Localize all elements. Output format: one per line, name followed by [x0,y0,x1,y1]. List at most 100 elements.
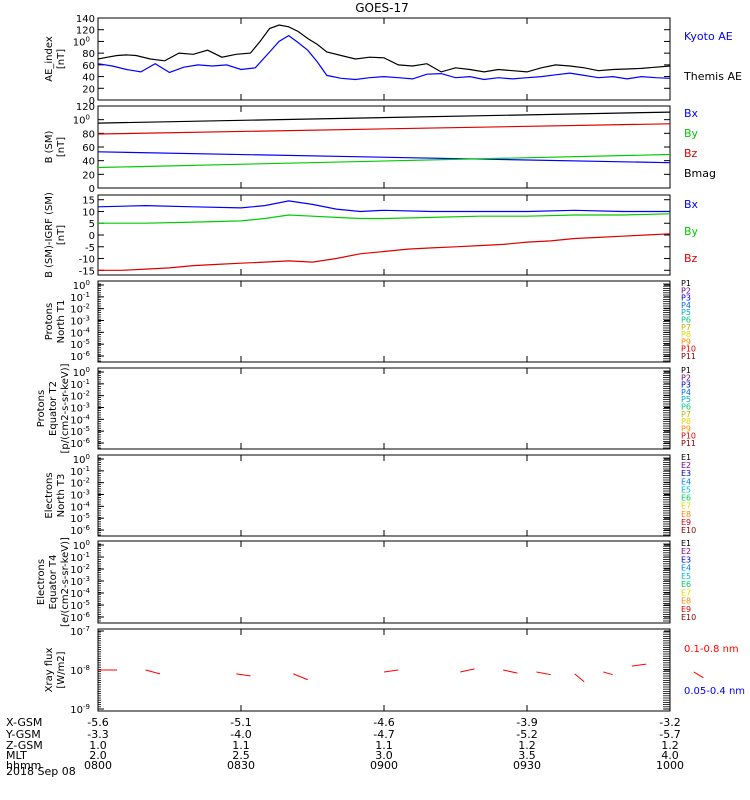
ephemeris-value-x: -3.2 [659,716,680,729]
legend-p2: P2 [681,286,691,295]
legend-p3: P3 [681,294,691,303]
y-axis-label: AE_index [44,36,55,82]
series-bsm-bz [97,123,671,135]
y-tick-label: 10-6 [70,524,90,537]
panel-frame [97,454,671,537]
legend-p1: P1 [681,279,691,288]
ephemeris-row-label: hhmm [6,759,41,772]
y-tick-label: 0 [89,231,95,242]
series-bigrf-by [98,213,671,224]
ephemeris-value-mlt: 2.0 [89,749,107,762]
xray-flux-segment [503,669,518,674]
ephemeris-value-y: -4.7 [373,728,394,741]
ephemeris-value-x: -4.6 [373,716,394,729]
legend-p7: P7 [681,323,691,332]
series-bigrf-bx [97,200,670,213]
legend-e8: E8 [681,597,691,606]
legend-bx: Bx [684,107,699,120]
legend-bz: Bz [684,147,698,160]
ephemeris-value-hhmm: 0930 [513,759,541,772]
legend-themis-ae: Themis AE [683,70,742,83]
ephemeris-value-y: -3.3 [87,728,108,741]
y-tick-label: 10-5 [70,512,90,525]
legend-p6: P6 [681,403,691,412]
y-tick-label: 100 [73,366,90,379]
y-axis-label: North T1 [56,300,67,344]
series-bsm-by [97,153,671,169]
y-tick-label: 10-5 [70,338,90,351]
plot-title: GOES-17 [355,1,409,15]
y-axis-label: [e/(cm2-s-sr-keV)] [60,537,71,627]
y-tick-label: 0 [89,184,95,195]
y-tick-label: 10-9 [70,703,90,716]
y-tick-label: 120 [76,102,95,113]
panel-frame [97,367,671,450]
legend-0-1-0-8-nm: 0.1-0.8 nm [684,644,739,655]
series-ae-themis-ae [97,24,671,73]
legend-e2: E2 [681,547,691,556]
ephemeris-value-x: -5.1 [230,716,251,729]
ephemeris-value-mlt: 2.5 [232,749,250,762]
legend-e6: E6 [681,580,691,589]
y-tick-label: 100 [73,453,90,466]
y-tick-label: 10-6 [70,350,90,363]
y-tick-label: 0 [89,96,95,107]
y-tick-label: -15 [79,266,95,277]
y-tick-label: 10-4 [70,587,90,600]
ephemeris-row-label: Z-GSM [6,739,43,752]
ephemeris-row-label: Y-GSM [5,728,41,741]
y-axis-label: Electrons [36,559,47,605]
legend-p10: P10 [681,432,696,441]
y-tick-label: -10 [79,255,95,266]
ephemeris-row-label: X-GSM [6,716,42,729]
legend-p9: P9 [681,424,691,433]
y-axis-label: [nT] [56,225,67,245]
xray-flux-segment [631,663,647,667]
legend-p5: P5 [681,308,691,317]
legend-e10: E10 [681,613,696,622]
legend-p10: P10 [681,345,696,354]
ephemeris-value-z: 1.1 [375,739,393,752]
y-tick-label: 140 [76,14,95,25]
legend-bx: Bx [684,198,699,211]
y-tick-label: 20 [82,84,95,95]
y-tick-label: 10-3 [70,315,90,328]
y-tick-label: 120 [76,26,95,37]
y-tick-label: 100 [73,539,90,552]
legend-p9: P9 [681,337,691,346]
y-axis-label: [p/(cm2-s-sr-keV)] [60,363,71,453]
y-tick-label: 40 [82,157,95,168]
y-tick-label: -5 [85,243,95,254]
ephemeris-value-mlt: 3.5 [518,749,536,762]
y-axis-label: [nT] [56,49,67,69]
legend-p7: P7 [681,410,691,419]
y-tick-label: 40 [82,73,95,84]
xray-flux-segment [145,669,161,675]
y-tick-label: 10-4 [70,326,90,339]
y-tick-label: 10-1 [70,378,90,391]
xray-flux-segment [236,673,251,677]
y-axis-label: Equator T4 [48,555,59,610]
xray-flux-segment [460,668,475,673]
legend-p11: P11 [681,439,696,448]
ephemeris-value-y: -4.0 [230,728,251,741]
legend-e3: E3 [681,555,691,564]
panel-frame [97,628,671,712]
y-tick-label: 10-1 [70,551,90,564]
legend-e6: E6 [681,494,691,503]
y-tick-label: 10-6 [70,437,90,450]
series-bsm-bx [97,151,671,164]
y-tick-label: 10-3 [70,402,90,415]
ephemeris-value-x: -3.9 [516,716,537,729]
y-axis-label: Protons [44,303,55,340]
panel-frame [97,540,671,624]
ephemeris-value-x: -5.6 [87,716,108,729]
y-tick-label: 10-2 [70,390,90,403]
legend-e7: E7 [681,588,691,597]
panel-frame [97,105,671,189]
legend-e4: E4 [681,564,691,573]
legend-p2: P2 [681,373,691,382]
